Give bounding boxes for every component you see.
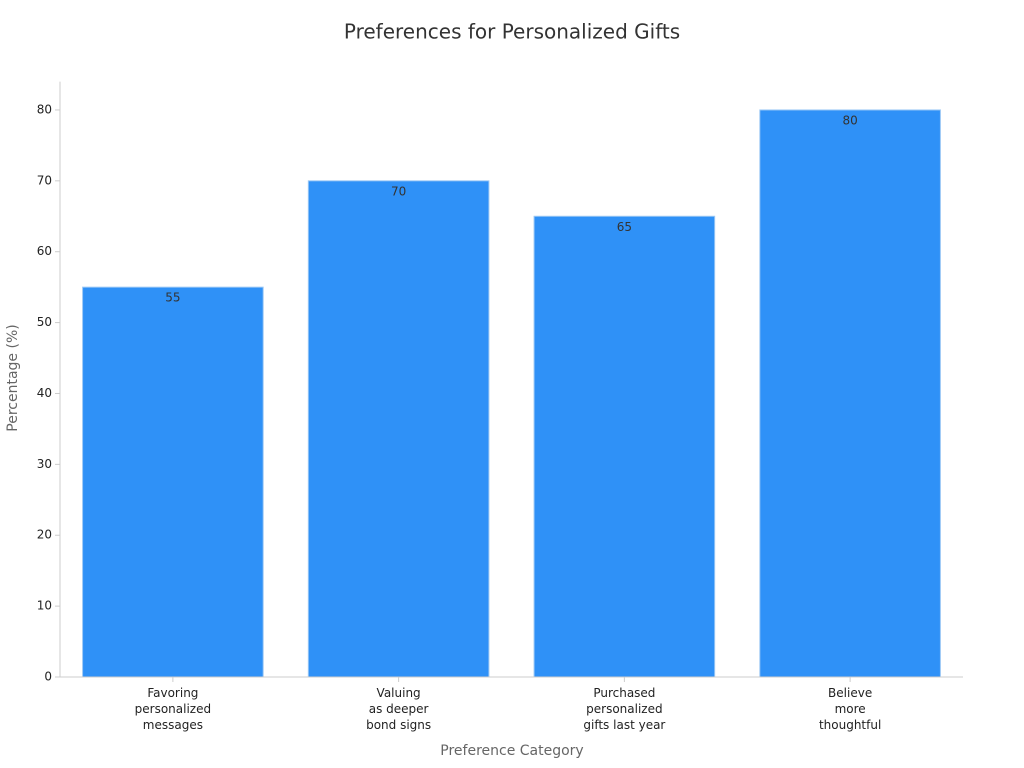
- x-tick-label: Purchased personalized gifts last year: [583, 686, 665, 732]
- value-label: 70: [391, 184, 406, 198]
- bar: [82, 286, 264, 678]
- x-tick-label-line: bond signs: [366, 718, 431, 732]
- x-tick-label-line: gifts last year: [583, 718, 665, 732]
- x-tick-label: Valuing as deeper bond signs: [366, 686, 431, 732]
- x-tick-label-line: Valuing: [377, 686, 421, 700]
- x-tick-label-line: thoughtful: [819, 718, 881, 732]
- bar: [533, 215, 716, 678]
- bar: [759, 109, 941, 678]
- x-tick-label-line: messages: [143, 718, 203, 732]
- y-tick-label: 10: [37, 599, 52, 613]
- y-tick-label: 0: [44, 670, 52, 684]
- value-label: 80: [842, 113, 857, 127]
- y-tick-label: 50: [37, 315, 52, 329]
- y-tick-label: 70: [37, 173, 52, 187]
- x-tick-label-line: Favoring: [147, 686, 198, 700]
- x-tick-label-line: as deeper: [369, 702, 429, 716]
- y-tick-label: 30: [37, 457, 52, 471]
- y-tick-label: 80: [37, 102, 52, 116]
- value-label: 65: [617, 220, 632, 234]
- bar: [307, 180, 490, 678]
- x-tick-label-line: more: [835, 702, 866, 716]
- x-tick-label-line: Purchased: [593, 686, 655, 700]
- x-tick-label: Favoring personalized messages: [135, 686, 211, 732]
- chart-title: Preferences for Personalized Gifts: [344, 20, 680, 44]
- y-tick-label: 60: [37, 244, 52, 258]
- x-axis-title: Preference Category: [440, 743, 583, 759]
- x-tick-label-line: Believe: [828, 686, 872, 700]
- x-tick-label: Believe more thoughtful: [819, 686, 881, 732]
- y-axis-title: Percentage (%): [5, 324, 21, 431]
- x-tick-label-line: personalized: [135, 702, 211, 716]
- y-tick-label: 40: [37, 386, 52, 400]
- x-tick-label-line: personalized: [586, 702, 662, 716]
- value-label: 55: [165, 291, 180, 305]
- y-tick-label: 20: [37, 528, 52, 542]
